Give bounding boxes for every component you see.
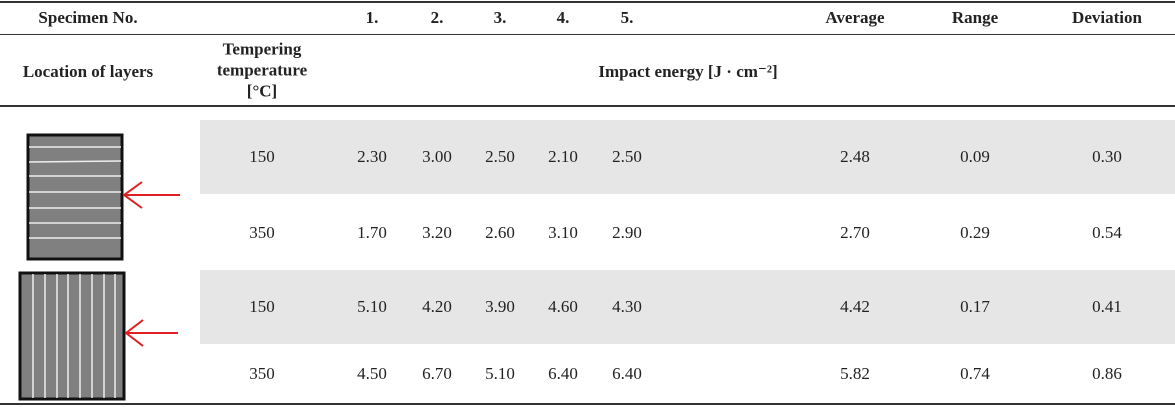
table-cell: 5.82 (840, 364, 870, 383)
column-header: Deviation (1072, 8, 1142, 27)
table-cell: 4.60 (548, 297, 578, 316)
table-cell: 4.20 (422, 297, 452, 316)
impact-header: Impact energy [J · cm⁻²] (598, 62, 778, 81)
column-header: 3. (493, 8, 507, 27)
table-cell: 0.86 (1092, 364, 1122, 383)
rule (0, 34, 1175, 35)
table-cell: 0.54 (1092, 223, 1122, 242)
table-cell: 5.10 (485, 364, 515, 383)
table-cell: 4.42 (840, 297, 870, 316)
table-cell: 2.10 (548, 147, 578, 166)
rule (0, 105, 1175, 107)
table-cell: 4.50 (357, 364, 387, 383)
table-cell: 150 (249, 147, 275, 166)
table-cell: 5.10 (357, 297, 387, 316)
table-cell: 3.20 (422, 223, 452, 242)
table-cell: 6.70 (422, 364, 452, 383)
table-cell: 0.29 (960, 223, 990, 242)
row-band (200, 120, 1175, 194)
column-header: 1. (365, 8, 379, 27)
table-cell: 2.60 (485, 223, 515, 242)
table-cell: 1.70 (357, 223, 387, 242)
table-cell: 350 (249, 223, 275, 242)
temperature-header: Tempering temperature [°C] (216, 39, 308, 101)
table-cell: 6.40 (548, 364, 578, 383)
table-cell: 3.10 (548, 223, 578, 242)
table-cell: 350 (249, 364, 275, 383)
table-cell: 2.90 (612, 223, 642, 242)
row-band (200, 270, 1175, 344)
table-cell: 3.00 (422, 147, 452, 166)
table-cell: 0.74 (960, 364, 990, 383)
table-cell: 0.41 (1092, 297, 1122, 316)
table-cell: 0.09 (960, 147, 990, 166)
table-cell: 0.17 (960, 297, 990, 316)
table-cell: 2.50 (485, 147, 515, 166)
table-cell: 6.40 (612, 364, 642, 383)
location-header: Location of layers (22, 62, 154, 81)
table-cell: 2.50 (612, 147, 642, 166)
column-header: 2. (430, 8, 444, 27)
table-cell: 0.30 (1092, 147, 1122, 166)
table-cell: 4.30 (612, 297, 642, 316)
column-header: Average (825, 8, 885, 27)
table-cell: 3.90 (485, 297, 515, 316)
column-header: Specimen No. (38, 8, 138, 27)
table-cell: 2.48 (840, 147, 870, 166)
table-cell: 150 (249, 297, 275, 316)
table-cell: 2.30 (357, 147, 387, 166)
column-header: 5. (620, 8, 634, 27)
rule (0, 1, 1175, 3)
column-header: 4. (556, 8, 570, 27)
layer-icons (18, 133, 180, 401)
table-cell: 2.70 (840, 223, 870, 242)
rule (0, 403, 1175, 405)
column-header: Range (951, 8, 999, 27)
